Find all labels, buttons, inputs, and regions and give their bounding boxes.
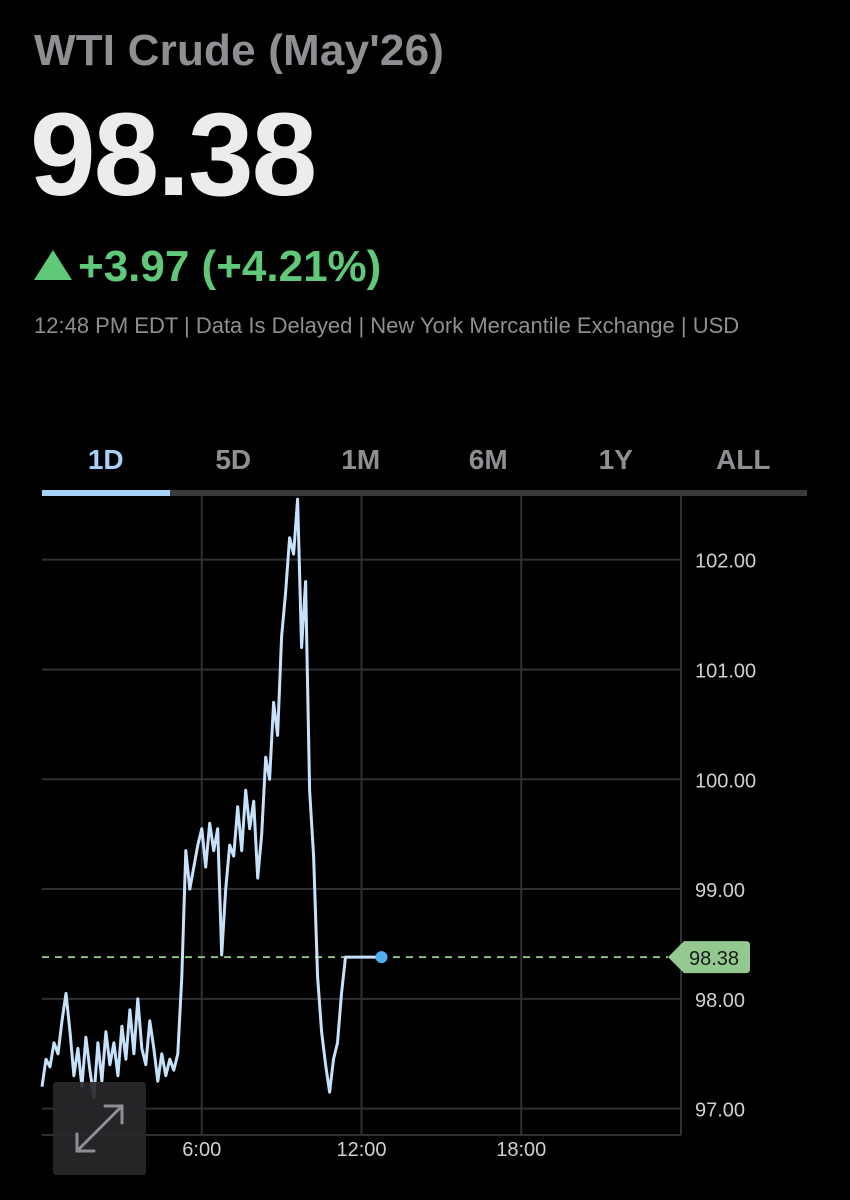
price-change-value: +3.97 (+4.21%) bbox=[78, 242, 382, 291]
x-tick-label: 12:00 bbox=[336, 1139, 386, 1161]
y-tick-label: 97.00 bbox=[695, 1100, 745, 1122]
expand-chart-button[interactable] bbox=[53, 1082, 146, 1175]
tab-1m[interactable]: 1M bbox=[341, 444, 381, 475]
instrument-title: WTI Crude (May'26) bbox=[34, 26, 445, 75]
quote-meta: 12:48 PM EDT | Data Is Delayed | New Yor… bbox=[34, 313, 740, 338]
up-triangle-icon bbox=[34, 250, 72, 280]
price-chart[interactable]: 97.00 98.00 99.00 100.00 101.00 102.00 6:00 12:… bbox=[0, 496, 850, 1200]
range-tabs: 1D 5D 1M 6M 1Y ALL bbox=[42, 436, 807, 496]
y-tick-label: 101.00 bbox=[695, 660, 756, 682]
x-tick-label: 18:00 bbox=[496, 1139, 546, 1161]
price-series-line bbox=[40, 497, 382, 1100]
price-change: +3.97 (+4.21%) bbox=[34, 242, 381, 292]
tab-6m[interactable]: 6M bbox=[468, 444, 508, 475]
y-tick-label: 102.00 bbox=[695, 551, 756, 573]
last-price: 98.38 bbox=[30, 89, 317, 221]
tab-5d[interactable]: 5D bbox=[215, 444, 252, 475]
tab-track bbox=[42, 490, 807, 496]
tab-1y[interactable]: 1Y bbox=[598, 444, 633, 475]
last-price-dot bbox=[375, 951, 388, 964]
last-price-tag-label: 98.38 bbox=[689, 948, 739, 970]
tab-active-indicator bbox=[42, 490, 170, 496]
y-tick-label: 98.00 bbox=[695, 990, 745, 1012]
tab-1d[interactable]: 1D bbox=[87, 444, 124, 475]
tab-all[interactable]: ALL bbox=[716, 444, 771, 475]
y-tick-label: 100.00 bbox=[695, 770, 756, 792]
x-tick-label: 6:00 bbox=[182, 1139, 221, 1161]
y-tick-label: 99.00 bbox=[695, 880, 745, 902]
last-price-tag bbox=[668, 941, 750, 974]
expand-diagonal-icon bbox=[75, 1104, 124, 1153]
